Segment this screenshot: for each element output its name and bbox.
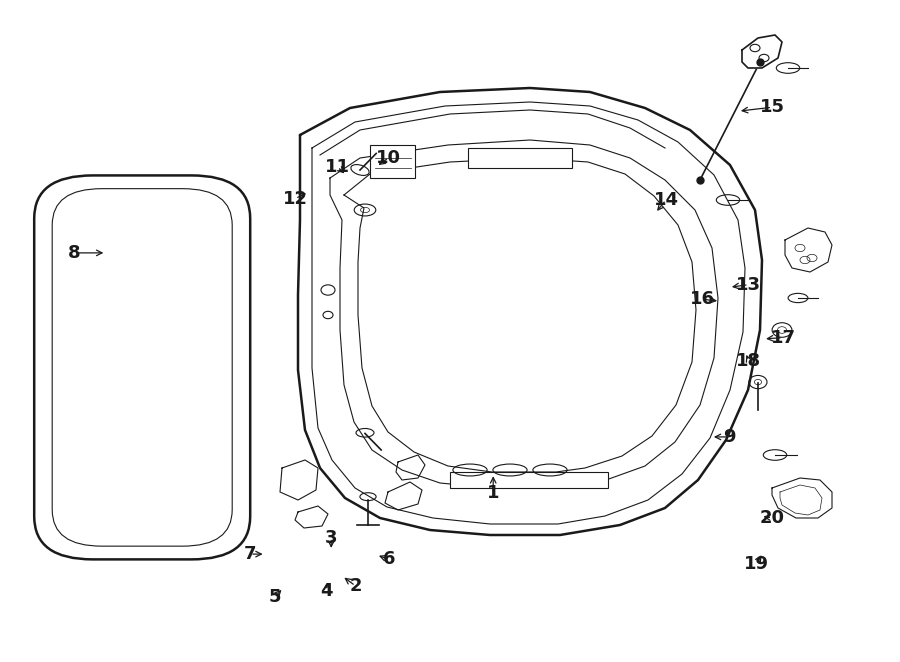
Bar: [450, 472, 608, 488]
Text: 7: 7: [244, 545, 256, 563]
Text: 17: 17: [770, 328, 796, 347]
Text: 6: 6: [382, 550, 395, 569]
Polygon shape: [280, 460, 318, 500]
Text: 10: 10: [376, 148, 401, 167]
Text: 13: 13: [736, 275, 761, 294]
Text: 11: 11: [325, 158, 350, 176]
Text: 2: 2: [349, 577, 362, 595]
Bar: [468, 148, 572, 168]
Polygon shape: [298, 88, 762, 535]
Text: 15: 15: [760, 98, 785, 117]
Polygon shape: [742, 35, 782, 68]
Text: 14: 14: [653, 191, 679, 209]
Text: 20: 20: [760, 508, 785, 527]
Text: 16: 16: [689, 290, 715, 308]
FancyBboxPatch shape: [34, 175, 250, 559]
Bar: [370, 145, 415, 178]
Text: 9: 9: [723, 428, 735, 446]
Polygon shape: [772, 478, 832, 518]
Text: 8: 8: [68, 244, 80, 262]
Text: 3: 3: [325, 528, 338, 547]
Text: 4: 4: [320, 581, 333, 600]
Text: 18: 18: [736, 352, 761, 370]
Text: 1: 1: [487, 484, 500, 502]
Text: 12: 12: [283, 189, 308, 208]
Text: 19: 19: [743, 555, 769, 573]
Polygon shape: [785, 228, 832, 272]
Text: 5: 5: [268, 588, 281, 606]
